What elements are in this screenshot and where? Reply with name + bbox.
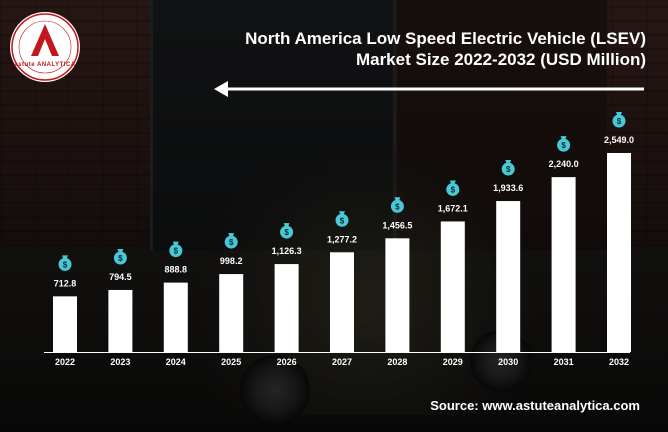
money-bag-body: [280, 225, 294, 239]
money-bag-top: [228, 233, 235, 237]
bar-2025: [219, 274, 244, 352]
money-bag-top: [339, 211, 345, 215]
tick-label-2030: 2030: [498, 357, 518, 367]
money-bag-icon: $: [224, 233, 238, 249]
money-bag-icon: $: [280, 223, 294, 239]
cart-wheel-left: [240, 355, 310, 425]
money-bag-icon: $: [169, 241, 183, 258]
money-bag-body: [501, 162, 515, 176]
money-bag-body: [224, 235, 238, 249]
source-note: Source: www.astuteanalytica.com: [430, 398, 640, 413]
money-bag-top: [616, 112, 622, 116]
title-line-2: Market Size 2022-2032 (USD Million): [355, 50, 646, 69]
value-label-2032: 2,549.0: [604, 135, 634, 145]
tick-label-2032: 2032: [609, 357, 629, 367]
tick-label-2027: 2027: [332, 357, 352, 367]
dollar-sign: $: [340, 216, 345, 225]
tick-label-2022: 2022: [55, 357, 75, 367]
bar-2031: [551, 177, 576, 352]
money-bag-body: [446, 182, 460, 196]
money-bag-top: [394, 197, 401, 201]
dollar-sign: $: [118, 254, 123, 263]
money-bag-top: [62, 255, 68, 259]
value-label-2026: 1,126.3: [272, 246, 302, 256]
dollar-sign: $: [284, 228, 289, 237]
money-bag-icon: $: [335, 211, 349, 227]
bar-2028: [385, 238, 410, 352]
money-bag-body: [58, 257, 72, 271]
money-bag-top: [117, 248, 124, 253]
money-bag-top: [172, 241, 179, 246]
money-bag-body: [335, 213, 349, 227]
tick-label-2025: 2025: [221, 357, 241, 367]
value-label-2024: 888.8: [165, 265, 188, 275]
dollar-sign: $: [174, 247, 179, 256]
dollar-sign: $: [395, 202, 400, 211]
value-label-2030: 1,933.6: [493, 183, 523, 193]
tick-label-2026: 2026: [277, 357, 297, 367]
dollar-sign: $: [63, 260, 68, 269]
dollar-sign: $: [561, 141, 566, 150]
tick-label-2024: 2024: [166, 357, 186, 367]
money-bag-body: [390, 199, 404, 213]
money-bag-icon: $: [58, 255, 72, 271]
value-label-2028: 1,456.5: [382, 220, 412, 230]
bar-2032: [607, 153, 631, 352]
tick-label-2031: 2031: [554, 357, 574, 367]
money-bag-body: [113, 251, 127, 265]
brand-name: astute ANALYTICA: [14, 62, 76, 68]
dollar-sign: $: [229, 238, 234, 247]
dollar-sign: $: [617, 117, 622, 126]
chart-title: North America Low Speed Electric Vehicle…: [186, 28, 646, 70]
money-bag-body: [612, 114, 626, 128]
dollar-sign: $: [451, 185, 456, 194]
money-bag-body: [169, 244, 183, 258]
value-label-2025: 998.2: [220, 256, 243, 266]
bar-2027: [330, 252, 354, 352]
logo-emblem-icon: [11, 13, 79, 81]
money-bag-icon: $: [113, 248, 127, 265]
bar-2023: [108, 289, 133, 352]
bar-2024: [163, 282, 188, 352]
value-label-2027: 1,277.2: [327, 234, 357, 244]
money-bag-top: [560, 136, 567, 140]
value-label-2023: 794.5: [109, 272, 132, 282]
tick-label-2028: 2028: [387, 357, 407, 367]
tick-label-2023: 2023: [110, 357, 130, 367]
bar-2029: [440, 221, 465, 352]
bar-2022: [53, 296, 77, 352]
value-label-2031: 2,240.0: [549, 159, 579, 169]
value-label-2029: 1,672.1: [438, 203, 468, 213]
bar-2030: [496, 201, 521, 352]
money-bag-icon: $: [501, 160, 515, 176]
bar-2026: [274, 264, 299, 352]
brand-logo: astute ANALYTICA: [10, 12, 80, 82]
door: [150, 0, 396, 250]
money-bag-top: [449, 180, 456, 184]
title-line-1: North America Low Speed Electric Vehicle…: [245, 29, 646, 48]
dollar-sign: $: [506, 165, 511, 174]
tick-label-2029: 2029: [443, 357, 463, 367]
money-bag-icon: $: [557, 136, 571, 152]
left-arrow-icon: [214, 81, 644, 97]
money-bag-icon: $: [446, 180, 460, 196]
money-bag-body: [557, 138, 571, 152]
money-bag-icon: $: [612, 112, 626, 128]
money-bag-top: [283, 223, 290, 227]
value-label-2022: 712.8: [54, 278, 77, 288]
money-bag-icon: $: [390, 197, 404, 213]
money-bag-top: [505, 160, 512, 164]
